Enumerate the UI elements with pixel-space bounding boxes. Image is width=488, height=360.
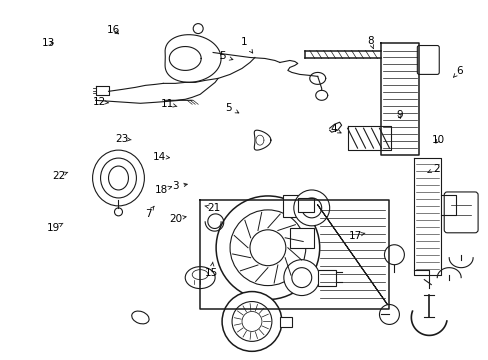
Text: 12: 12	[93, 97, 108, 107]
Text: 11: 11	[161, 99, 177, 109]
Text: 17: 17	[348, 231, 364, 240]
Circle shape	[229, 210, 305, 285]
Ellipse shape	[192, 270, 208, 280]
Circle shape	[249, 230, 285, 266]
Bar	[297, 198, 313, 212]
Text: 8: 8	[366, 36, 373, 49]
Circle shape	[293, 190, 329, 226]
Text: 5: 5	[225, 103, 238, 113]
Circle shape	[216, 196, 319, 300]
Text: 1: 1	[241, 37, 252, 53]
Text: 3: 3	[172, 181, 187, 192]
Circle shape	[193, 24, 203, 33]
Text: 16: 16	[106, 25, 120, 35]
Circle shape	[384, 245, 404, 265]
Bar	[279, 318, 291, 328]
Circle shape	[242, 311, 262, 332]
Text: 4: 4	[330, 124, 341, 134]
Text: 13: 13	[42, 38, 55, 48]
Circle shape	[291, 268, 311, 288]
Text: 15: 15	[204, 262, 218, 278]
Ellipse shape	[92, 150, 144, 206]
Text: 19: 19	[47, 223, 63, 233]
Text: 22: 22	[52, 171, 68, 181]
Text: 6: 6	[452, 66, 462, 77]
Text: 5: 5	[219, 51, 232, 61]
Text: 20: 20	[168, 214, 186, 224]
Circle shape	[379, 305, 399, 324]
Text: 18: 18	[155, 185, 171, 195]
Bar	[317, 270, 335, 285]
Ellipse shape	[108, 166, 128, 190]
Circle shape	[301, 198, 321, 218]
FancyBboxPatch shape	[416, 45, 438, 75]
Text: 23: 23	[115, 134, 131, 144]
Text: 2: 2	[427, 163, 439, 174]
Circle shape	[222, 292, 281, 351]
Circle shape	[114, 208, 122, 216]
Text: 10: 10	[431, 135, 444, 145]
Text: 14: 14	[152, 152, 169, 162]
Circle shape	[283, 260, 319, 296]
Circle shape	[232, 302, 271, 341]
Text: 7: 7	[144, 206, 154, 219]
Text: 21: 21	[204, 203, 221, 213]
Text: 9: 9	[395, 110, 402, 120]
Ellipse shape	[185, 267, 215, 289]
Bar	[282, 195, 304, 217]
Bar	[289, 228, 313, 248]
Ellipse shape	[131, 311, 149, 324]
Ellipse shape	[101, 158, 136, 198]
FancyBboxPatch shape	[443, 192, 477, 233]
